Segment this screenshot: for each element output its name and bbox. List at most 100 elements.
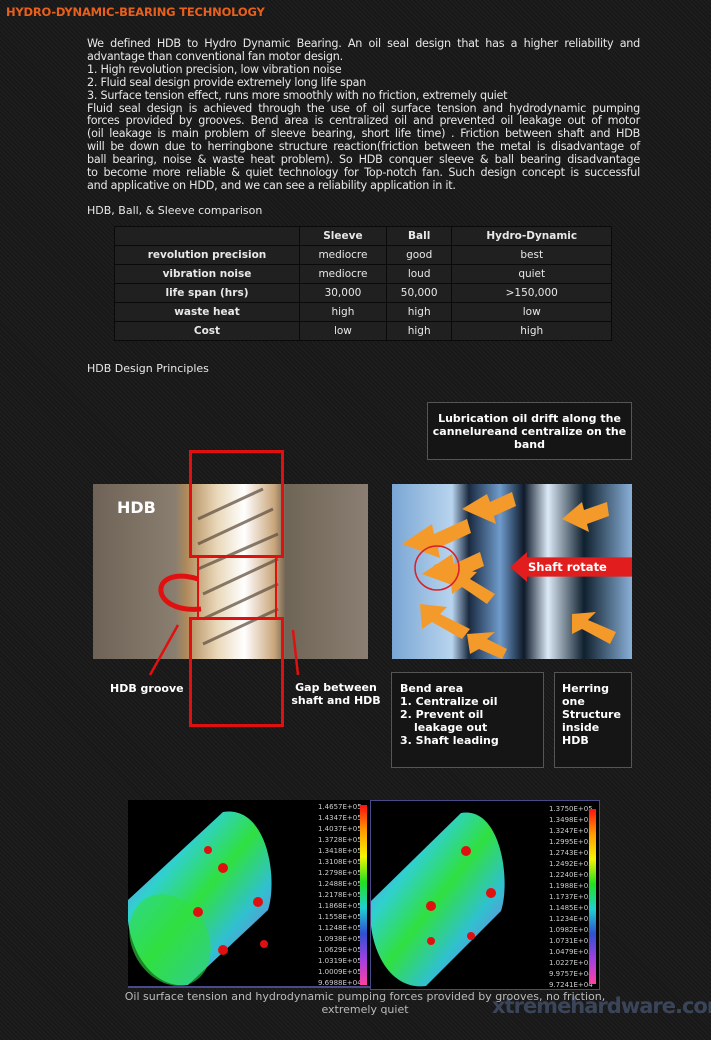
legend-tick: 1.2240E+05 [549, 871, 593, 879]
cylinder-plot [128, 811, 272, 986]
intro-line: and applicative on HDD, and we can see a… [87, 178, 456, 192]
color-scale-left: 1.4657E+05 1.4347E+05 1.4037E+05 1.3728E+05… [318, 802, 362, 989]
pressure-simulation-left: 1.4657E+05 1.4347E+05 1.4037E+05 1.3728E+05… [128, 800, 370, 988]
legend-tick: 1.2178E+05 [318, 891, 362, 899]
table-cell: high [451, 321, 612, 341]
comparison-label: HDB, Ball, & Sleeve comparison [87, 204, 263, 217]
legend-tick: 1.4037E+05 [318, 825, 362, 833]
intro-line: (oil leakage is main problem of sleeve b… [87, 127, 640, 141]
hdb-shaft-photo: HDB [93, 484, 368, 659]
table-row: vibration noise mediocre loud quiet [114, 264, 612, 284]
herring-line: Structure [562, 708, 621, 721]
pressure-simulation-right: 1.3750E+05 1.3498E+05 1.3247E+05 1.2995E+05… [370, 800, 600, 990]
page-title: HYDRO-DYNAMIC-BEARING TECHNOLOGY [6, 5, 265, 19]
legend-tick: 1.4657E+05 [318, 803, 362, 811]
legend-tick: 9.9757E+04 [549, 970, 593, 978]
herring-line: one [562, 695, 585, 708]
table-cell: 50,000 [385, 283, 453, 303]
legend-tick: 1.1485E+05 [549, 904, 593, 912]
legend-tick: 1.0009E+05 [318, 968, 362, 976]
row-header: life span (hrs) [114, 283, 300, 303]
legend-tick: 1.1988E+05 [549, 882, 593, 890]
legend-tick: 9.6988E+04 [318, 979, 362, 987]
row-header: waste heat [114, 302, 300, 322]
table-row: revolution precision mediocre good best [114, 245, 612, 265]
legend-tick: 1.3750E+05 [549, 805, 593, 813]
comparison-table: Sleeve Ball Hydro-Dynamic revolution preci… [114, 226, 612, 341]
legend-tick: 1.0319E+05 [318, 957, 362, 965]
highlight-box-bottom [189, 617, 284, 727]
shaft-rotate-label: Shaft rotate direction [518, 560, 607, 604]
table-cell: loud [385, 264, 453, 284]
legend-tick: 1.1558E+05 [318, 913, 362, 921]
bend-area-circle [414, 545, 460, 591]
table-cell: high [385, 302, 453, 322]
intro-line: to become more reliable & quiet technolo… [87, 166, 640, 180]
herring-line: Herring [562, 682, 609, 695]
color-scale-bar [360, 805, 367, 985]
gap-label: Gap between shaft and HDB [291, 681, 381, 707]
column-header [114, 226, 300, 246]
legend-tick: 1.0479E+05 [549, 948, 593, 956]
intro-line: We defined HDB to Hydro Dynamic Bearing.… [87, 37, 640, 50]
table-cell: high [299, 302, 387, 322]
bend-area-callout: Bend area 1. Centralize oil 2. Prevent o… [391, 672, 544, 768]
bend-line: 2. Prevent oil [400, 708, 484, 721]
table-cell: good [385, 245, 453, 265]
legend-tick: 9.7241E+04 [549, 981, 593, 989]
intro-line: Fluid seal design is achieved through th… [87, 101, 640, 115]
table-cell: best [451, 245, 612, 265]
legend-tick: 1.3728E+05 [318, 836, 362, 844]
bend-line: 1. Centralize oil [400, 695, 498, 708]
color-scale-bar [589, 809, 596, 984]
legend-tick: 1.0982E+05 [549, 926, 593, 934]
legend-tick: 1.2995E+05 [549, 838, 593, 846]
column-header: Hydro-Dynamic [451, 226, 612, 246]
intro-line: will be down due to herringbone structur… [87, 140, 640, 154]
table-cell: >150,000 [451, 283, 612, 303]
legend-tick: 1.4347E+05 [318, 814, 362, 822]
table-cell: low [299, 321, 387, 341]
table-cell: mediocre [299, 245, 387, 265]
legend-tick: 1.3418E+05 [318, 847, 362, 855]
legend-tick: 1.1248E+05 [318, 924, 362, 932]
table-cell: 30,000 [299, 283, 387, 303]
oil-flow-arrows [402, 492, 616, 659]
legend-tick: 1.2798E+05 [318, 869, 362, 877]
legend-tick: 1.2492E+05 [549, 860, 593, 868]
intro-line: ball bearing, noise & waste heat problem… [87, 153, 640, 167]
design-principles-label: HDB Design Principles [87, 362, 209, 375]
intro-text: We defined HDB to Hydro Dynamic Bearing.… [87, 37, 640, 193]
intro-line: 3. Surface tension effect, runs more smo… [87, 88, 508, 102]
intro-line: 2. Fluid seal design provide extremely l… [87, 75, 367, 89]
intro-line: forces provided by grooves. Bend area is… [87, 114, 640, 128]
legend-tick: 1.1868E+05 [318, 902, 362, 910]
herringbone-callout: Herring one Structure inside HDB [554, 672, 632, 768]
highlight-box-top [189, 450, 284, 558]
column-header: Ball [385, 226, 453, 246]
herring-line: HDB [562, 734, 589, 747]
table-header-row: Sleeve Ball Hydro-Dynamic [114, 226, 612, 246]
legend-tick: 1.3498E+05 [549, 816, 593, 824]
color-scale-right: 1.3750E+05 1.3498E+05 1.3247E+05 1.2995E+05… [549, 804, 593, 991]
legend-tick: 1.1737E+05 [549, 893, 593, 901]
legend-tick: 1.0731E+05 [549, 937, 593, 945]
legend-tick: 1.1234E+05 [549, 915, 593, 923]
highlight-gap [197, 558, 277, 618]
groove-lines [158, 487, 279, 646]
table-cell: low [451, 302, 612, 322]
intro-line: advantage than conventional fan motor de… [87, 49, 343, 63]
legend-tick: 1.0227E+05 [549, 959, 593, 967]
herring-line: inside [562, 721, 600, 734]
row-header: vibration noise [114, 264, 300, 284]
rotation-arrow-icon [158, 573, 202, 612]
table-row: life span (hrs) 30,000 50,000 >150,000 [114, 283, 612, 303]
watermark-logo: xtremehardware.com [492, 994, 711, 1018]
intro-line: 1. High revolution precision, low vibrat… [87, 62, 342, 76]
table-cell: quiet [451, 264, 612, 284]
legend-tick: 1.2743E+05 [549, 849, 593, 857]
row-header: revolution precision [114, 245, 300, 265]
legend-tick: 1.0938E+05 [318, 935, 362, 943]
bend-line: Bend area [400, 682, 464, 695]
row-header: Cost [114, 321, 300, 341]
